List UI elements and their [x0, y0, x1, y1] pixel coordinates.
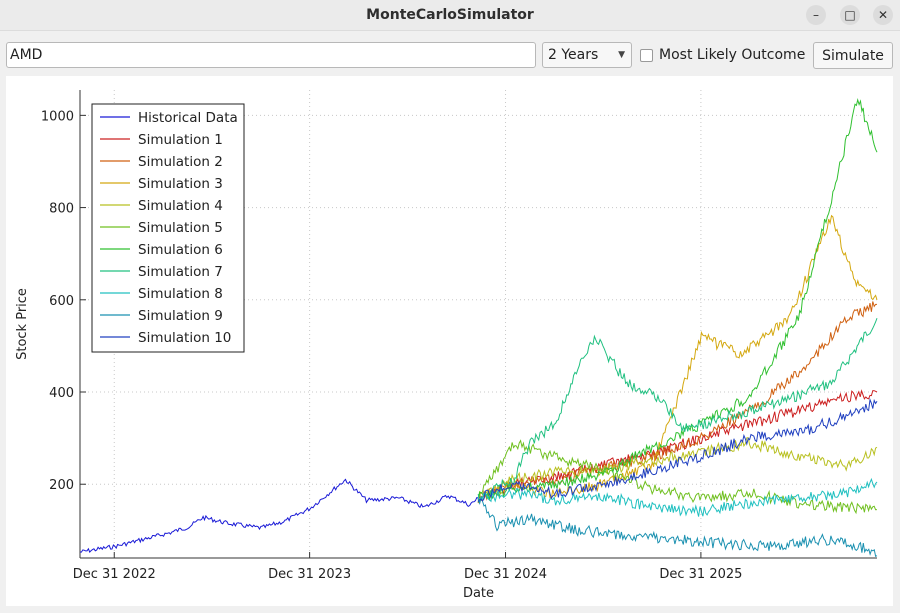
series-line: [477, 301, 877, 504]
series-line: [477, 439, 878, 515]
legend-box: [91, 103, 245, 353]
series-line: [477, 389, 878, 502]
maximize-icon[interactable]: □: [840, 5, 860, 25]
series-line: [477, 97, 878, 503]
y-axis-label: Stock Price: [15, 288, 30, 360]
y-tick-label: 1000: [41, 109, 74, 124]
series-line: [478, 214, 878, 499]
legend-entry: Historical Data: [138, 110, 238, 126]
legend-entry: Simulation 5: [138, 220, 223, 236]
simulate-button[interactable]: Simulate: [813, 42, 893, 69]
price-chart: Dec 31 2022 Dec 31 2023 Dec 31 2024 Dec 31 …: [15, 90, 878, 601]
series-line: [477, 397, 878, 503]
y-tick-label: 600: [49, 294, 74, 309]
y-tick-label: 200: [49, 478, 74, 493]
series-line: [477, 477, 878, 517]
title-bar: MonteCarloSimulator – □ ✕: [0, 0, 900, 31]
legend-entry: Simulation 1: [138, 132, 223, 148]
legend-entry: Simulation 3: [138, 176, 223, 192]
legend-entry: Simulation 7: [138, 264, 223, 280]
x-tick-label: Dec 31 2023: [268, 567, 351, 582]
y-tick-label: 400: [49, 386, 74, 401]
most-likely-label[interactable]: Most Likely Outcome: [659, 47, 806, 63]
series-line: [477, 437, 878, 501]
chart-panel: Dec 31 2022 Dec 31 2023 Dec 31 2024 Dec 31 …: [6, 76, 893, 606]
most-likely-checkbox[interactable]: [640, 49, 653, 62]
series-line: [477, 495, 878, 558]
series-line: [79, 478, 479, 554]
ticker-input[interactable]: [6, 42, 536, 68]
period-select-value: 2 Years: [548, 47, 599, 63]
window-title: MonteCarloSimulator: [366, 7, 534, 23]
x-tick-label: Dec 31 2025: [659, 567, 742, 582]
series-line: [477, 318, 878, 504]
legend-entry: Simulation 9: [138, 308, 223, 324]
legend-entry: Simulation 4: [138, 198, 223, 214]
y-tick-label: 800: [49, 202, 74, 217]
close-icon[interactable]: ✕: [873, 5, 893, 25]
legend-entry: Simulation 8: [138, 286, 223, 302]
minimize-icon[interactable]: –: [806, 5, 826, 25]
chevron-down-icon: ▼: [618, 50, 625, 60]
x-tick-label: Dec 31 2022: [73, 567, 156, 582]
legend-entry: Simulation 10: [138, 330, 231, 346]
x-axis-label: Date: [463, 586, 494, 601]
x-tick-label: Dec 31 2024: [464, 567, 547, 582]
toolbar: 2 Years ▼ Most Likely Outcome Simulate: [0, 30, 900, 76]
legend-entry: Simulation 6: [138, 242, 223, 258]
legend-entry: Simulation 2: [138, 154, 223, 170]
period-select[interactable]: 2 Years ▼: [542, 42, 632, 68]
